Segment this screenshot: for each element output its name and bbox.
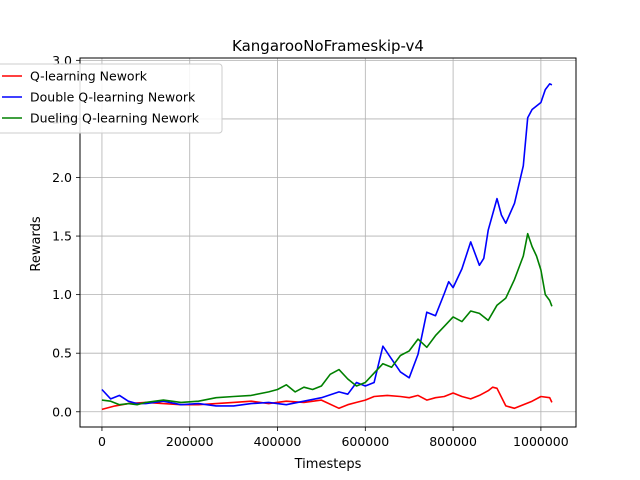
y-tick-label: 0.0 — [52, 404, 72, 419]
x-tick-label: 600000 — [341, 434, 389, 449]
chart-title: KangarooNoFrameskip-v4 — [232, 37, 424, 55]
y-tick-label: 2.0 — [52, 170, 72, 185]
legend-label: Q-learning Nework — [30, 69, 148, 84]
plot-frame — [79, 57, 577, 428]
x-tick-label: 1000000 — [513, 434, 569, 449]
x-ticks: 0 200000 400000 600000 800000 1000000 — [98, 427, 569, 449]
series-line-3 — [101, 232, 553, 406]
y-tick-label: 1.0 — [52, 287, 72, 302]
legend-label: Double Q-learning Nework — [30, 90, 196, 105]
y-axis-label: Rewards — [29, 216, 44, 271]
series-line-2 — [101, 83, 553, 407]
x-tick-label: 400000 — [254, 434, 302, 449]
x-axis-label: Timesteps — [294, 457, 362, 472]
legend-label: Dueling Q-learning Nework — [30, 111, 200, 126]
legend: Q-learning Nework Double Q-learning Newor… — [0, 63, 223, 134]
x-tick-label: 0 — [98, 434, 106, 449]
y-tick-label: 0.5 — [52, 346, 72, 361]
series-line-1 — [101, 386, 553, 411]
x-tick-label: 800000 — [429, 434, 477, 449]
legend-box — [0, 63, 223, 134]
series-lines — [101, 83, 553, 411]
x-tick-label: 200000 — [166, 434, 214, 449]
y-tick-label: 1.5 — [52, 229, 72, 244]
